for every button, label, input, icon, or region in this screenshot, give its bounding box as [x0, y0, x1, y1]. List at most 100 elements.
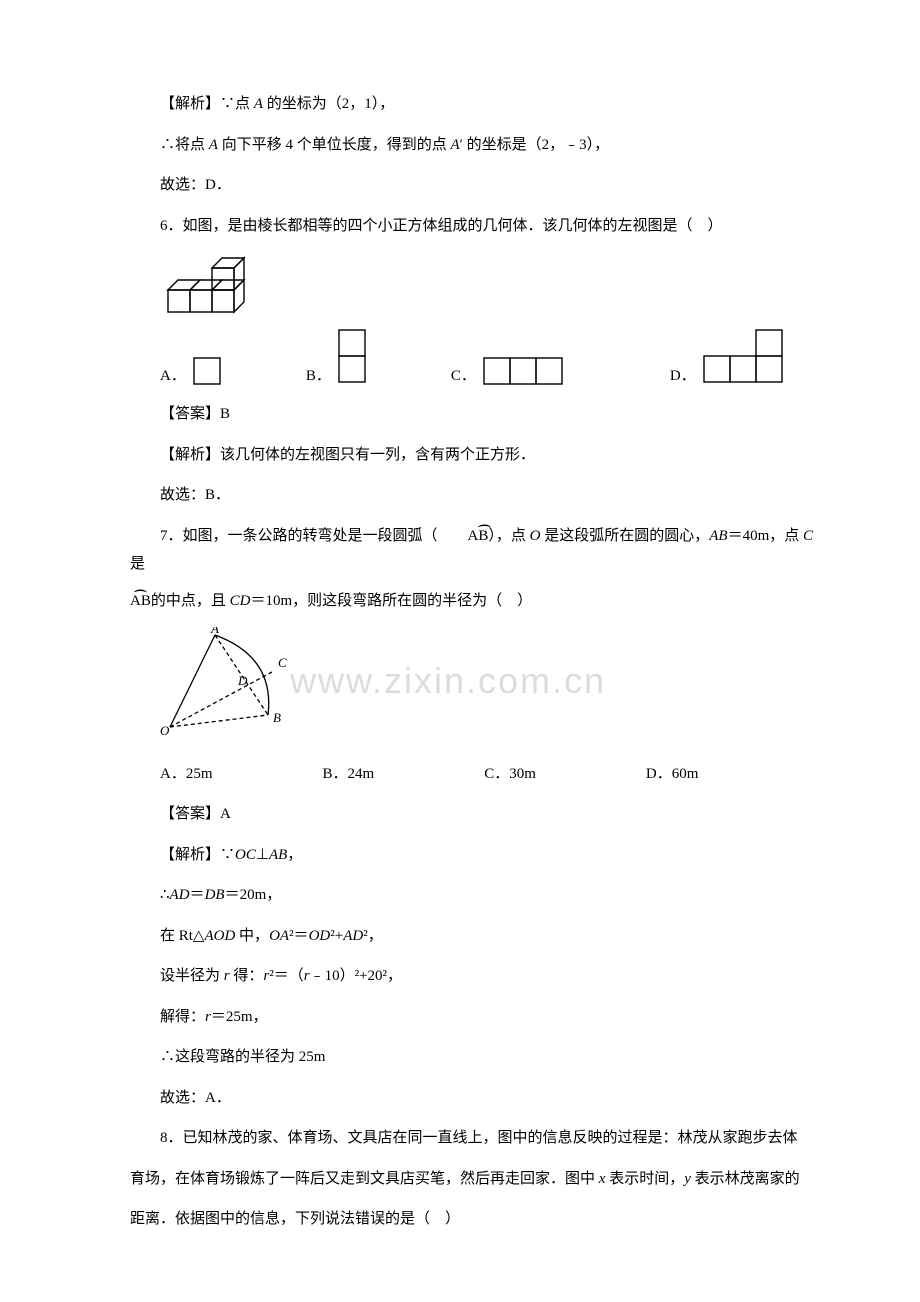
- q7-sol-l5: 解得：r＝25m，: [130, 1003, 830, 1032]
- text: 是: [130, 556, 145, 572]
- q5-solution-line1: 【解析】∵点 A 的坐标为（2，1），: [130, 90, 830, 119]
- text: 在 Rt△: [160, 928, 204, 944]
- q7-stem-p1: 7．如图，一条公路的转弯处是一段圆弧（AB），点 O 是这段弧所在圆的圆心，AB…: [130, 522, 830, 579]
- text: ²＝（: [269, 968, 304, 984]
- q8-l2: 育场，在体育场锻炼了一阵后又走到文具店买笔，然后再走回家．图中 x 表示时间，y…: [130, 1165, 830, 1194]
- opt-D-svg: [702, 328, 786, 386]
- var-DB: DB: [205, 887, 225, 903]
- var-OA: OA: [269, 928, 289, 944]
- text: 故选：B．: [160, 487, 230, 503]
- text: ∴将点: [160, 137, 209, 153]
- text: 解得：: [160, 1009, 205, 1025]
- text: ∴: [160, 887, 170, 903]
- q5-solution-line3: 故选：D．: [130, 171, 830, 200]
- q8-l3: 距离．依据图中的信息，下列说法错误的是（ ）: [130, 1205, 830, 1234]
- text: 【解析】∵点: [160, 96, 254, 112]
- watermark-text: www.zixin.com.cn: [290, 647, 606, 715]
- text: 【答案】A: [160, 806, 231, 822]
- q7-optA: A．25m: [160, 760, 213, 789]
- text: 向下平移 4 个单位长度，得到的点: [218, 137, 451, 153]
- text: 得：: [230, 968, 264, 984]
- q6-opt-D: D．: [670, 328, 786, 386]
- text: ²＝: [289, 928, 309, 944]
- var-AB: AB: [709, 528, 727, 544]
- var-OC: OC: [235, 847, 256, 863]
- var-O: O: [530, 528, 541, 544]
- opt-label-C: C．: [451, 369, 476, 384]
- q8-l1: 8．已知林茂的家、体育场、文具店在同一直线上，图中的信息反映的过程是：林茂从家跑…: [130, 1124, 830, 1153]
- text: 8．已知林茂的家、体育场、文具店在同一直线上，图中的信息反映的过程是：林茂从家跑…: [160, 1130, 798, 1146]
- q5-solution-line2: ∴将点 A 向下平移 4 个单位长度，得到的点 A′ 的坐标是（2，﹣3），: [130, 131, 830, 160]
- text: 设半径为: [160, 968, 224, 984]
- opt-label-B: B．: [306, 369, 331, 384]
- opt-A-svg: [192, 356, 222, 386]
- var-CD: CD: [230, 593, 251, 609]
- opt-C-svg: [482, 356, 566, 386]
- text: ＝20m，: [225, 887, 282, 903]
- q7-figure: www.zixin.com.cn A B C D O: [160, 627, 830, 748]
- arc-AB2: AB: [130, 587, 151, 616]
- q7-sol-l2: ∴AD＝DB＝20m，: [130, 881, 830, 910]
- q6-answer: 【答案】B: [130, 400, 830, 429]
- q7-optC: C．30m: [484, 760, 536, 789]
- text: 故选：D．: [160, 177, 231, 193]
- q6-opt-B: B．: [306, 328, 367, 386]
- label-D: D: [237, 673, 248, 688]
- q7-choice: 故选：A．: [130, 1084, 830, 1113]
- text: 的坐标为（2，1），: [263, 96, 394, 112]
- text: ＝25m，: [211, 1009, 268, 1025]
- q6-jiexi: 【解析】该几何体的左视图只有一列，含有两个正方形．: [130, 441, 830, 470]
- q7-answer: 【答案】A: [130, 800, 830, 829]
- text: 表示时间，: [605, 1171, 684, 1187]
- opt-B-svg: [337, 328, 367, 386]
- q6-stem: 6．如图，是由棱长都相等的四个小正方体组成的几何体．该几何体的左视图是（ ）: [130, 212, 830, 241]
- label-O: O: [160, 723, 170, 737]
- q6-opt-A: A．: [160, 356, 222, 386]
- var-AOD: AOD: [204, 928, 235, 944]
- text: 7．如图，一条公路的转弯处是一段圆弧（: [160, 528, 438, 544]
- text: ∴这段弯路的半径为 25m: [160, 1049, 325, 1065]
- text: 的中点，且: [151, 593, 230, 609]
- text: ，: [287, 847, 302, 863]
- label-A: A: [210, 627, 219, 636]
- var-A2: A: [450, 137, 459, 153]
- q6-opt-C: C．: [451, 356, 566, 386]
- text: 表示林茂离家的: [691, 1171, 800, 1187]
- q7-optB: B．24m: [323, 760, 375, 789]
- text: 是这段弧所在圆的圆心，: [540, 528, 709, 544]
- var-AD2: AD: [343, 928, 363, 944]
- var-AB: AB: [269, 847, 287, 863]
- var-C: C: [803, 528, 813, 544]
- var-OD: OD: [309, 928, 331, 944]
- arc-AB: AB: [438, 522, 489, 551]
- var-A: A: [254, 96, 263, 112]
- text: 育场，在体育场锻炼了一阵后又走到文具店买笔，然后再走回家．图中: [130, 1171, 599, 1187]
- q7-sol-l1: 【解析】∵OC⊥AB，: [130, 841, 830, 870]
- var-A: A: [209, 137, 218, 153]
- label-C: C: [278, 655, 287, 670]
- text: 【解析】∵: [160, 847, 235, 863]
- arc-diagram: A B C D O: [160, 627, 320, 737]
- text: 6．如图，是由棱长都相等的四个小正方体组成的几何体．该几何体的左视图是（ ）: [160, 218, 723, 234]
- label-B: B: [273, 710, 281, 725]
- cube-diagram: [160, 252, 270, 314]
- text: 【解析】该几何体的左视图只有一列，含有两个正方形．: [160, 447, 535, 463]
- text: ²+: [330, 928, 343, 944]
- text: ′ 的坐标是（2，﹣3），: [460, 137, 610, 153]
- var-AD: AD: [170, 887, 190, 903]
- q6-choice: 故选：B．: [130, 481, 830, 510]
- q7-options: A．25m B．24m C．30m D．60m: [160, 760, 830, 789]
- q6-options: A． B． C． D．: [160, 328, 830, 386]
- text: ²，: [363, 928, 383, 944]
- text: 距离．依据图中的信息，下列说法错误的是（ ）: [130, 1211, 460, 1227]
- text: ⊥: [256, 847, 269, 863]
- text: ＝40m，点: [728, 528, 803, 544]
- text: 【答案】B: [160, 406, 230, 422]
- opt-label-A: A．: [160, 369, 186, 384]
- text: 中，: [235, 928, 269, 944]
- var-y: y: [684, 1171, 691, 1187]
- text: ＝: [190, 887, 205, 903]
- q7-sol-l4: 设半径为 r 得：r²＝（r﹣10）²+20²，: [130, 962, 830, 991]
- q7-optD: D．60m: [646, 760, 699, 789]
- q7-sol-l6: ∴这段弯路的半径为 25m: [130, 1043, 830, 1072]
